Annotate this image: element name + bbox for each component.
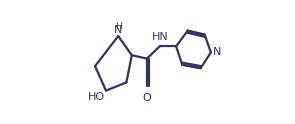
Text: N: N <box>213 47 221 57</box>
Text: O: O <box>142 93 151 103</box>
Text: H: H <box>115 22 122 31</box>
Text: N: N <box>114 25 122 35</box>
Text: HN: HN <box>151 32 168 42</box>
Text: HO: HO <box>88 92 105 102</box>
